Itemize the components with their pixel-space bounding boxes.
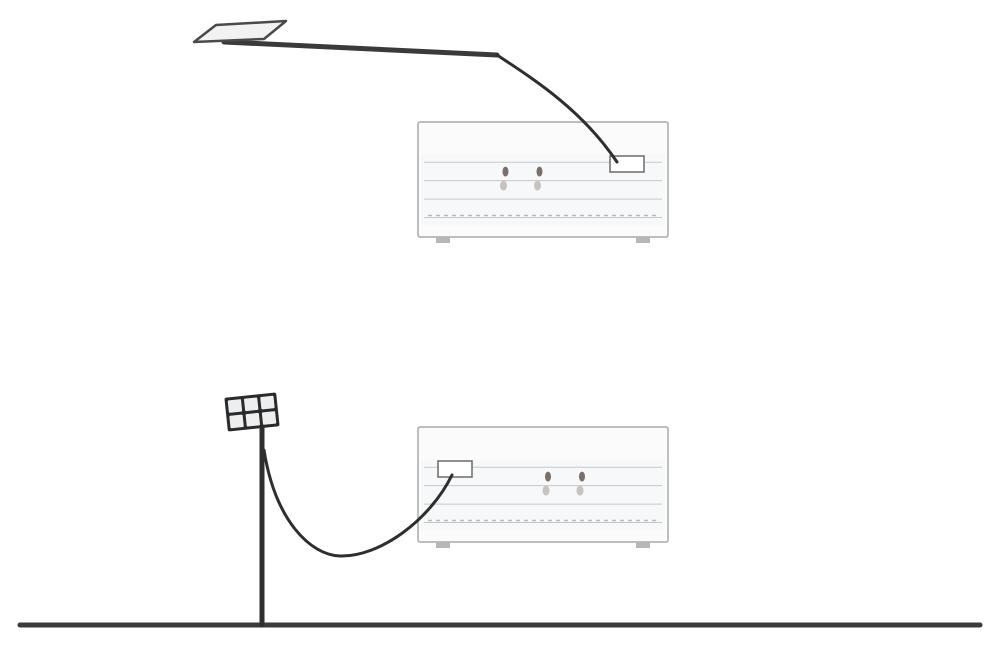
solar-panel bbox=[224, 392, 279, 431]
inverter-bottom-port bbox=[438, 461, 472, 477]
inverter-bottom bbox=[418, 427, 668, 548]
diagram-canvas bbox=[0, 0, 994, 649]
lamp-arm bbox=[224, 42, 497, 55]
inverter-top bbox=[418, 122, 668, 243]
lamp-head bbox=[194, 21, 286, 42]
